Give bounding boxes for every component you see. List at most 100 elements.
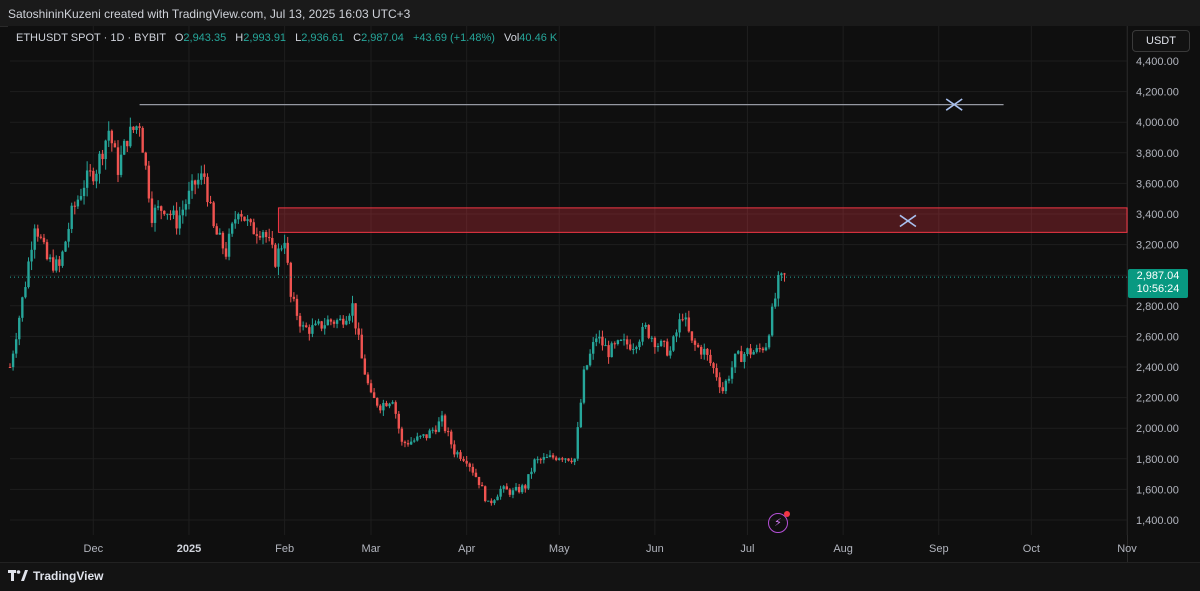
candle-body <box>30 249 33 262</box>
x-tick-label: Sep <box>929 543 949 555</box>
candle-body <box>419 435 422 437</box>
candle-body <box>709 354 712 364</box>
candle <box>85 161 89 197</box>
y-tick-label: 1,600.00 <box>1136 484 1179 496</box>
symbol-label[interactable]: ETHUSDT SPOT · 1D · BYBIT <box>16 32 166 44</box>
candle-body <box>604 345 607 347</box>
candle-body <box>113 143 117 148</box>
candle-body <box>413 440 416 442</box>
candle-body <box>638 341 641 348</box>
candle-body <box>326 319 330 326</box>
candle <box>619 339 623 342</box>
candle-body <box>558 458 561 460</box>
candle-body <box>70 205 73 229</box>
candle <box>400 426 404 446</box>
candle-body <box>588 353 592 366</box>
candle <box>533 458 536 474</box>
candle-body <box>227 233 231 257</box>
candle <box>715 363 718 381</box>
candle <box>437 417 441 433</box>
candle-body <box>329 319 333 322</box>
candle-body <box>610 343 613 358</box>
candle-body <box>743 354 746 362</box>
candle-body <box>416 436 419 441</box>
candle <box>576 421 579 461</box>
candle-body <box>116 147 120 175</box>
candle-body <box>613 343 616 345</box>
candle <box>703 343 706 360</box>
candle <box>107 121 110 148</box>
candle <box>258 231 262 241</box>
candle <box>740 345 743 363</box>
candle-body <box>727 378 731 381</box>
candle-body <box>576 427 579 459</box>
candle <box>298 312 302 333</box>
candle-body <box>632 349 635 351</box>
currency-button[interactable]: USDT <box>1132 30 1190 52</box>
candle-body <box>527 474 530 489</box>
chart-area[interactable] <box>8 26 1128 562</box>
candle <box>61 250 64 268</box>
candle <box>126 140 129 153</box>
candle-body <box>298 315 302 327</box>
candle-body <box>730 367 734 379</box>
candle-body <box>18 317 21 340</box>
candle <box>521 483 524 494</box>
candle <box>477 476 481 489</box>
candle <box>21 296 24 322</box>
candle <box>267 228 271 242</box>
candle <box>169 210 172 221</box>
candle-body <box>400 428 404 442</box>
y-tick-label: 4,200.00 <box>1136 87 1179 99</box>
candle <box>406 439 410 447</box>
candle-body <box>36 228 39 237</box>
candle-body <box>122 140 126 155</box>
candle <box>141 126 144 153</box>
candle <box>767 333 771 350</box>
candle <box>539 457 542 464</box>
candle <box>595 333 598 347</box>
candle <box>579 398 583 429</box>
candle-body <box>51 257 55 271</box>
candle <box>166 213 169 220</box>
candle <box>338 315 342 321</box>
candle <box>314 320 317 326</box>
x-tick-label: Oct <box>1023 543 1040 555</box>
volume-label: Vol <box>504 32 520 44</box>
candle-body <box>156 206 160 208</box>
tradingview-logo[interactable]: TradingView <box>8 569 103 583</box>
candle <box>67 222 70 248</box>
candle-body <box>382 402 385 411</box>
x-axis: Dec 2025 Feb Mar Apr May Jun Jul Aug Sep Oct Nov <box>84 543 1138 555</box>
candle-body <box>573 458 576 463</box>
candle-body <box>283 242 286 249</box>
y-tick-label: 3,600.00 <box>1136 178 1179 190</box>
candle-body <box>209 202 212 204</box>
candle <box>113 140 117 148</box>
candle <box>218 228 222 235</box>
candle <box>55 255 58 273</box>
candle-body <box>107 130 110 141</box>
candle <box>493 499 496 506</box>
candle <box>632 343 635 355</box>
candle <box>650 335 654 343</box>
attribution-text: SatoshininKuzeni created with TradingVie… <box>8 7 411 21</box>
candle-body <box>567 458 570 461</box>
candle <box>598 330 601 344</box>
candle-body <box>505 486 508 490</box>
y-tick-label: 2,400.00 <box>1136 362 1179 374</box>
candle <box>490 498 493 506</box>
candle <box>48 254 52 263</box>
candle <box>548 450 552 458</box>
candle-body <box>487 500 490 502</box>
flash-icon[interactable]: ⚡ <box>768 511 790 533</box>
candle-body <box>653 337 657 348</box>
candle-body <box>625 339 629 345</box>
candle-body <box>292 296 296 299</box>
candle-body <box>675 332 678 337</box>
low-value: 2,936.61 <box>301 32 345 44</box>
candle <box>443 413 447 434</box>
candle-body <box>511 490 515 495</box>
candle-body <box>101 153 104 160</box>
